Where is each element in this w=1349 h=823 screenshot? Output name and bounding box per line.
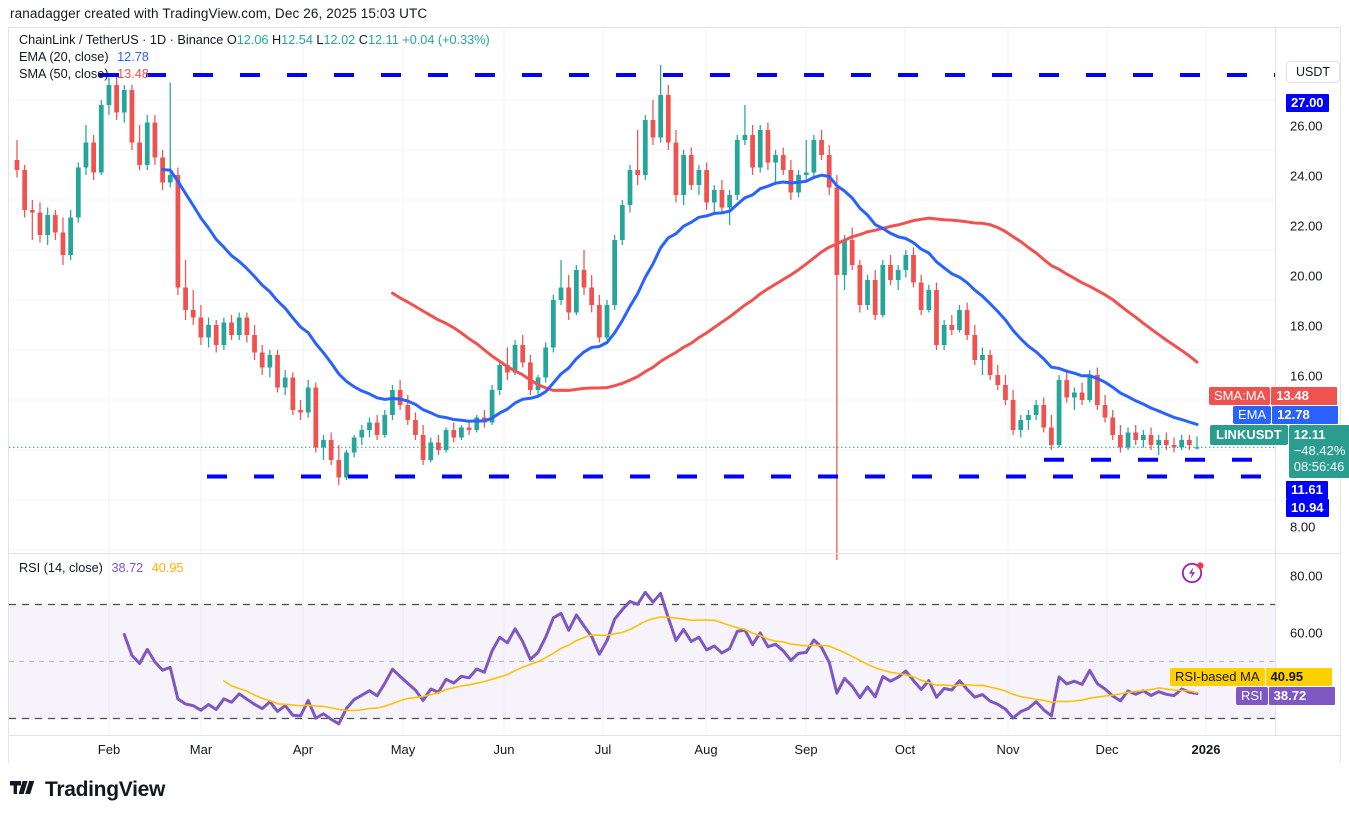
- price-plot: [9, 28, 1275, 560]
- price-tag-last: LINKUSDT 12.11 −48.42% 08:56:46: [1210, 425, 1349, 478]
- price-tick-26: 26.00: [1290, 118, 1323, 134]
- time-tick-jun: Jun: [493, 742, 515, 757]
- alert-lightning-icon[interactable]: [1180, 559, 1206, 585]
- price-tick-18: 18.00: [1290, 318, 1323, 334]
- tradingview-logo-icon: [10, 780, 35, 794]
- legend-symbol[interactable]: ChainLink / TetherUS · 1D · Binance: [19, 33, 224, 47]
- price-tag-resistance: 27.00: [1286, 94, 1329, 112]
- rsi-tag-ma-value: 40.95: [1265, 668, 1332, 686]
- rsi-tag-ma: RSI-based MA 40.95: [1170, 668, 1332, 686]
- time-tick-aug: Aug: [694, 742, 718, 757]
- legend-change: +0.04 (+0.33%): [402, 33, 490, 47]
- time-tick-oct: Oct: [894, 742, 916, 757]
- rsi-tag-rsi: RSI 38.72: [1236, 687, 1335, 705]
- legend-rsi-title: RSI (14, close): [19, 561, 103, 575]
- legend-sma-value: 13.48: [117, 67, 149, 81]
- rsi-pane[interactable]: RSI (14, close) 38.72 40.95: [9, 554, 1340, 735]
- price-tick-16: 16.00: [1290, 368, 1323, 384]
- legend-ema-title: EMA (20, close): [19, 50, 109, 64]
- price-tag-sma: SMA:MA 13.48: [1209, 387, 1338, 405]
- legend-close-label: C: [358, 33, 368, 47]
- legend-rsi-value: 38.72: [111, 561, 144, 575]
- price-tag-sma-name: SMA:MA: [1209, 387, 1271, 405]
- time-tick-may: May: [390, 742, 416, 757]
- time-tick-sep: Sep: [794, 742, 818, 757]
- attribution-text: ranadagger created with TradingView.com,…: [10, 6, 428, 21]
- legend-low-label: L: [316, 33, 324, 47]
- time-axis[interactable]: Feb Mar Apr May Jun Jul Aug Sep Oct Nov …: [9, 735, 1340, 763]
- rsi-plot: [9, 554, 1275, 735]
- footer: TradingView: [10, 778, 165, 802]
- price-tag-level-mid: 11.61: [1286, 481, 1328, 499]
- time-tick-dec: Dec: [1095, 742, 1119, 757]
- price-tick-20: 20.00: [1290, 268, 1323, 284]
- legend-high-value: 12.54: [281, 33, 313, 47]
- price-tag-ema-name: EMA: [1233, 406, 1272, 424]
- legend-rsi-ma-value: 40.95: [151, 561, 184, 575]
- legend-open-value: 12.06: [236, 33, 269, 47]
- price-tick-24: 24.00: [1290, 168, 1323, 184]
- legend-symbol-row: ChainLink / TetherUS · 1D · Binance O12.…: [19, 33, 490, 48]
- price-tag-last-symbol: LINKUSDT: [1210, 425, 1288, 445]
- price-tag-last-countdown: 08:56:46: [1293, 459, 1345, 474]
- time-tick-mar: Mar: [189, 742, 213, 757]
- time-tick-2026: 2026: [1191, 742, 1221, 757]
- time-tick-apr: Apr: [292, 742, 314, 757]
- legend-high-label: H: [271, 33, 282, 47]
- time-tick-jul: Jul: [594, 742, 612, 757]
- legend-sma-row[interactable]: SMA (50, close) 13.48: [19, 67, 149, 82]
- price-tag-level-low: 10.94: [1286, 499, 1329, 517]
- rsi-tick-80: 80.00: [1290, 568, 1323, 584]
- time-tick-feb: Feb: [97, 742, 121, 757]
- chart-container[interactable]: ChainLink / TetherUS · 1D · Binance O12.…: [8, 27, 1349, 763]
- rsi-tick-60: 60.00: [1290, 625, 1323, 641]
- legend-open-label: O: [226, 33, 237, 47]
- pane-divider: [9, 553, 1340, 554]
- rsi-tag-rsi-name: RSI: [1236, 687, 1268, 705]
- price-tag-last-change: −48.42%: [1293, 443, 1346, 458]
- price-tick-22: 22.00: [1290, 218, 1323, 234]
- price-tag-last-value: 12.11: [1293, 427, 1326, 442]
- price-tag-ema-value: 12.78: [1272, 406, 1339, 424]
- rsi-tag-ma-name: RSI-based MA: [1170, 668, 1265, 686]
- legend-rsi-row[interactable]: RSI (14, close) 38.72 40.95: [19, 561, 183, 576]
- time-tick-nov: Nov: [996, 742, 1020, 757]
- legend-close-value: 12.11: [367, 33, 399, 47]
- legend-low-value: 12.02: [323, 33, 356, 47]
- legend-ema-value: 12.78: [117, 50, 149, 64]
- price-pane[interactable]: ChainLink / TetherUS · 1D · Binance O12.…: [9, 28, 1340, 584]
- footer-brand: TradingView: [45, 778, 166, 801]
- price-tag-ema: EMA 12.78: [1233, 406, 1339, 424]
- price-tag-last-block: 12.11 −48.42% 08:56:46: [1288, 425, 1349, 478]
- currency-badge[interactable]: USDT: [1286, 61, 1341, 83]
- rsi-tag-rsi-value: 38.72: [1268, 687, 1335, 705]
- legend-sma-title: SMA (50, close): [19, 67, 109, 81]
- price-tick-8: 8.00: [1290, 519, 1316, 535]
- price-tag-sma-value: 13.48: [1271, 387, 1338, 405]
- legend-ema-row[interactable]: EMA (20, close) 12.78: [19, 50, 149, 65]
